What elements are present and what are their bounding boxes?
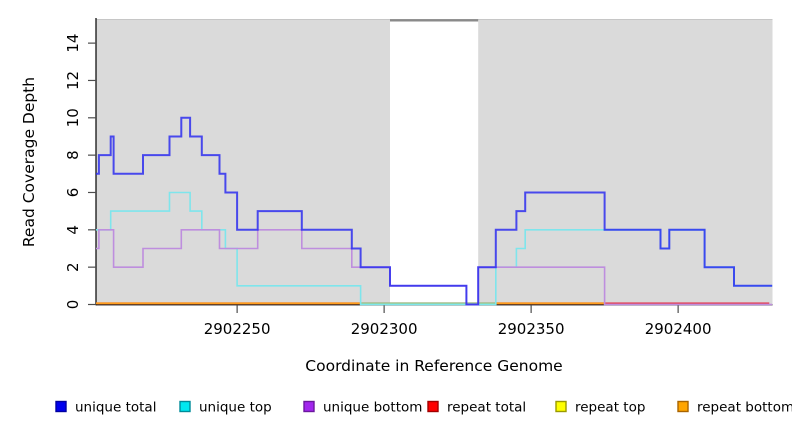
unique-total-line [96, 116, 773, 306]
legend-swatch-unique-bottom [303, 400, 315, 413]
y-tick-label: 8 [64, 150, 82, 160]
y-tick-label: 14 [64, 34, 82, 53]
x-tick-label: 2902350 [498, 320, 565, 338]
x-axis-title: Coordinate in Reference Genome [305, 357, 562, 375]
y-tick-label: 4 [64, 225, 82, 235]
legend-swatch-unique-top [179, 400, 191, 413]
series-layer [96, 116, 773, 306]
y-axis-title: Read Coverage Depth [20, 77, 38, 247]
legend-label-unique-bottom: unique bottom [323, 400, 422, 416]
legend-label-unique-top: unique top [199, 400, 272, 416]
y-tick-label: 12 [64, 71, 82, 90]
x-tick-label: 2902250 [204, 320, 271, 338]
y-tick-label: 10 [64, 108, 82, 127]
x-tick-label: 2902400 [645, 320, 712, 338]
legend: unique total unique top unique bottom repea… [55, 400, 792, 416]
legend-label-repeat-top: repeat top [575, 400, 645, 416]
legend-label-unique-total: unique total [75, 400, 156, 416]
axis-layer: 0 2 4 6 8 10 12 14 2902250 2902300 2902350 2902400 [64, 18, 773, 338]
legend-label-repeat-total: repeat total [447, 400, 526, 416]
legend-label-repeat-bottom: repeat bottom [697, 400, 792, 416]
legend-swatch-repeat-total [427, 400, 439, 413]
legend-swatch-repeat-top [555, 400, 567, 413]
y-tick-label: 0 [64, 300, 82, 310]
x-tick-label: 2902300 [351, 320, 418, 338]
y-tick-label: 6 [64, 188, 82, 198]
y-tick-label: 2 [64, 262, 82, 272]
shaded-band-left [96, 20, 390, 304]
legend-swatch-unique-total [55, 400, 67, 413]
plot-background-layer [96, 19, 773, 304]
legend-swatch-repeat-bottom [677, 400, 689, 413]
shaded-band-right [478, 20, 773, 304]
